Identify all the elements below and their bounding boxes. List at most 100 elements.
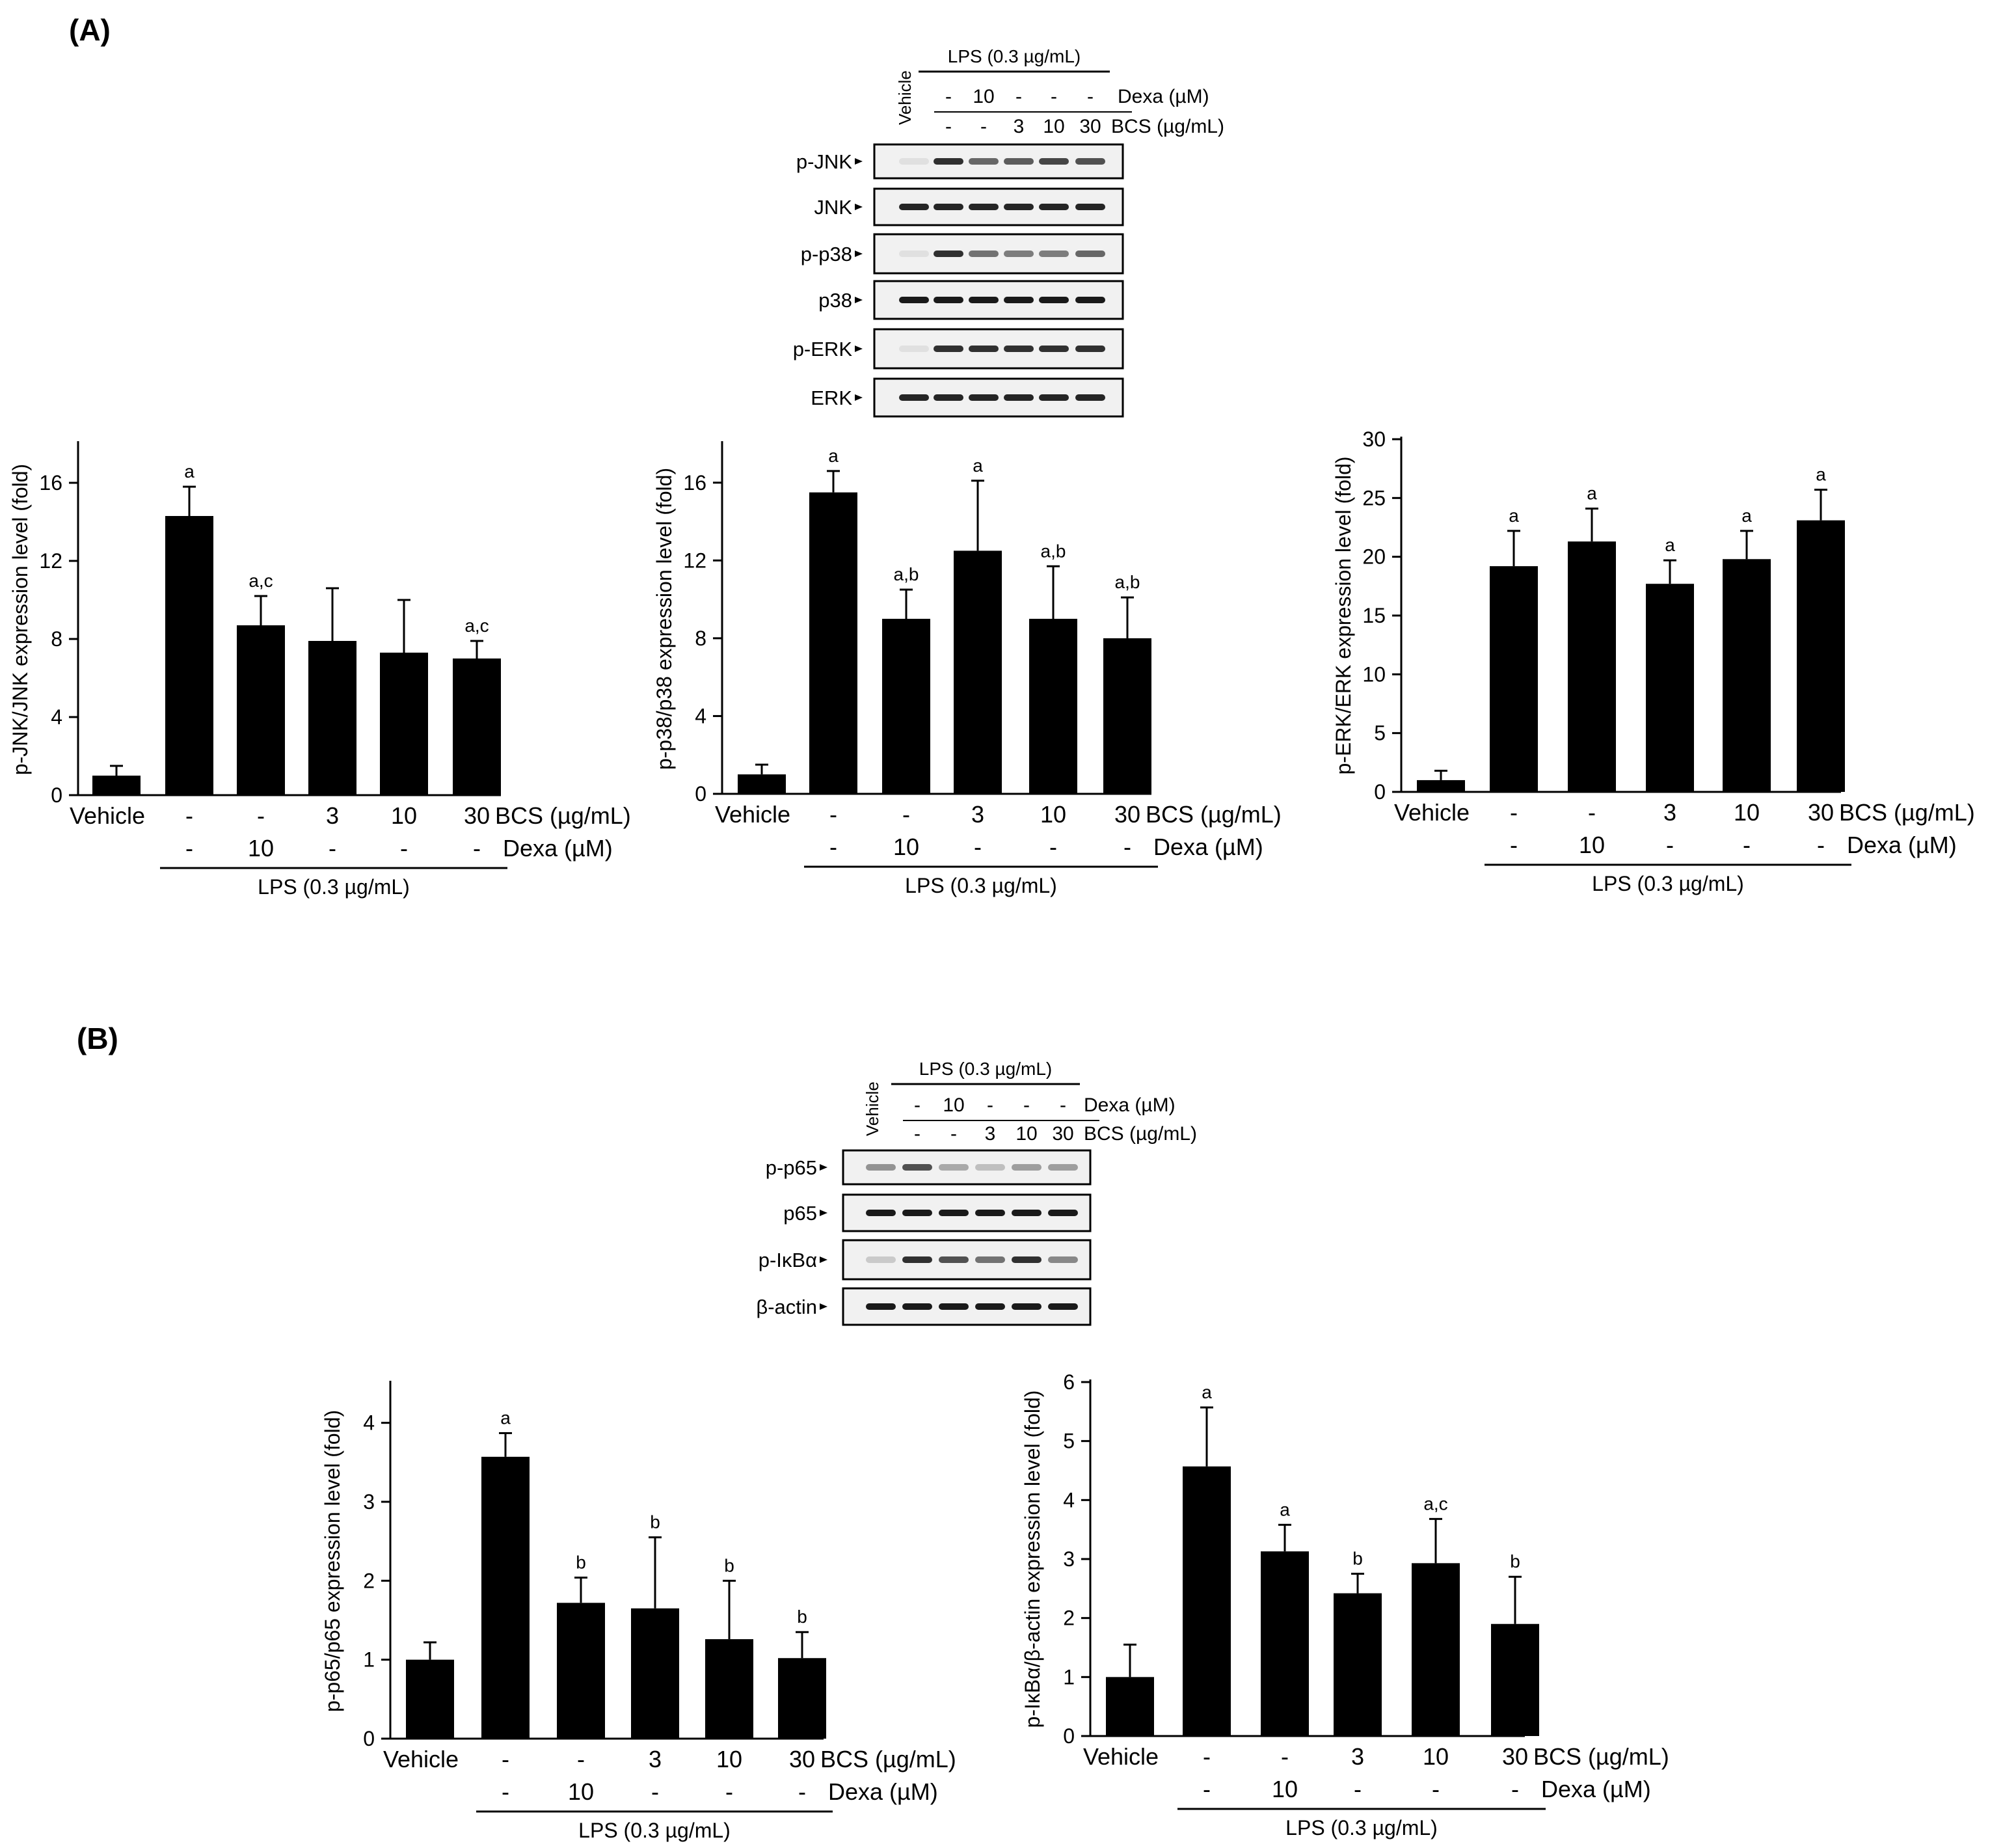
blot-row-label: p-p38 [801, 243, 852, 265]
blot-band [1012, 1210, 1042, 1216]
band-arrow-icon [820, 1164, 827, 1171]
band-arrow-icon [855, 251, 863, 257]
x-category-label: 30 [789, 1746, 815, 1772]
y-tick-label: 3 [363, 1490, 375, 1513]
y-tick-label: 16 [39, 471, 62, 495]
blot-band [969, 251, 999, 257]
blot-row-label: p38 [818, 289, 852, 312]
x-category-label: - [185, 802, 193, 829]
blot-band [969, 346, 999, 352]
blot-band [975, 1303, 1005, 1310]
dexa-cell: - [974, 834, 982, 860]
blot-lps-label: LPS (0.3 µg/mL) [948, 46, 1081, 66]
dexa-cell: - [473, 835, 481, 862]
panel-label-a: (A) [69, 13, 111, 47]
blot-band [1039, 297, 1069, 303]
y-tick-label: 4 [695, 704, 706, 727]
x-category-label: - [902, 801, 910, 828]
dexa-cell: 10 [568, 1778, 594, 1805]
blot-dexa-cell: - [945, 86, 952, 107]
blot-vehicle-label: Vehicle [895, 70, 915, 125]
significance-label: a [1509, 506, 1519, 526]
bar [380, 653, 428, 795]
y-tick-label: 0 [695, 782, 706, 806]
x-category-label: 10 [1040, 801, 1066, 828]
x-category-label: 3 [326, 802, 339, 829]
blot-band [1075, 297, 1105, 303]
significance-label: a [1280, 1499, 1290, 1519]
blot-row-label: p-JNK [796, 150, 852, 173]
x-category-label: - [1588, 799, 1596, 826]
significance-label: a [184, 461, 195, 482]
blot-band [899, 394, 929, 401]
x-category-label: 30 [1502, 1743, 1528, 1770]
bar [557, 1603, 605, 1739]
bar [882, 619, 930, 794]
blot-band [902, 1164, 932, 1171]
y-tick-label: 1 [363, 1648, 375, 1672]
blot-bcs-cell: - [914, 1123, 921, 1145]
blot-band [1048, 1256, 1078, 1263]
blot-bcs-label: BCS (µg/mL) [1111, 116, 1224, 137]
blot-band [969, 394, 999, 401]
band-arrow-icon [820, 1303, 827, 1310]
significance-label: a [1816, 465, 1826, 485]
blot-band [969, 158, 999, 165]
significance-label: a [973, 455, 983, 476]
blot-band [1048, 1164, 1078, 1171]
significance-label: a [500, 1407, 511, 1428]
band-arrow-icon [855, 204, 863, 210]
bar-chart-4: 0 1 2 3 4 p-p65/p65 expression level (fold) a b… [321, 1381, 956, 1842]
significance-label: b [797, 1607, 807, 1627]
lps-label: LPS (0.3 µg/mL) [905, 874, 1057, 897]
blot-bcs-cell: 10 [1015, 1123, 1037, 1145]
significance-label: b [1510, 1551, 1520, 1571]
x-category-label: 3 [649, 1746, 662, 1772]
dexa-cell: - [1354, 1776, 1362, 1802]
blot-band [934, 158, 963, 165]
bar [1646, 584, 1694, 792]
blot-band [1004, 346, 1034, 352]
blot-band [1075, 158, 1105, 165]
blot-band [1004, 297, 1034, 303]
y-tick-label: 1 [1063, 1665, 1075, 1689]
band-arrow-icon [820, 1256, 827, 1263]
dexa-cell: - [1203, 1776, 1211, 1802]
blot-bcs-cell: - [950, 1123, 957, 1145]
blot-band [1004, 394, 1034, 401]
blot-bcs-cell: 10 [1043, 116, 1064, 137]
bar [481, 1456, 530, 1739]
x-category-label: 3 [971, 801, 984, 828]
panel-label-b: (B) [77, 1022, 118, 1055]
blot-band [975, 1210, 1005, 1216]
y-tick-label: 0 [1374, 780, 1386, 804]
x-category-label: - [257, 802, 265, 829]
blot-band [1012, 1256, 1042, 1263]
significance-label: a [1665, 535, 1675, 555]
blot-band [1004, 204, 1034, 210]
blot-band [934, 297, 963, 303]
dexa-cell: - [329, 835, 336, 862]
significance-label: a,c [464, 616, 489, 636]
bcs-row-label: BCS (µg/mL) [1146, 801, 1282, 828]
blot-band [899, 204, 929, 210]
dexa-cell: 10 [1579, 832, 1605, 858]
dexa-cell: - [1511, 1776, 1519, 1802]
blot-row-label: p-ERK [793, 338, 853, 360]
blot-band [899, 297, 929, 303]
y-tick-label: 25 [1362, 486, 1386, 509]
blot-band [1075, 204, 1105, 210]
blot-dexa-cell: - [987, 1094, 993, 1116]
blot-band [902, 1256, 932, 1263]
band-arrow-icon [855, 158, 863, 165]
y-tick-label: 6 [1063, 1370, 1075, 1394]
blot-row-label: JNK [814, 196, 852, 219]
bar [165, 516, 213, 795]
bar [1412, 1563, 1460, 1736]
blot-band [866, 1164, 896, 1171]
significance-label: a [828, 446, 839, 466]
bar [954, 550, 1002, 794]
blot-band [899, 158, 929, 165]
blot-bcs-cell: 3 [1014, 116, 1025, 137]
